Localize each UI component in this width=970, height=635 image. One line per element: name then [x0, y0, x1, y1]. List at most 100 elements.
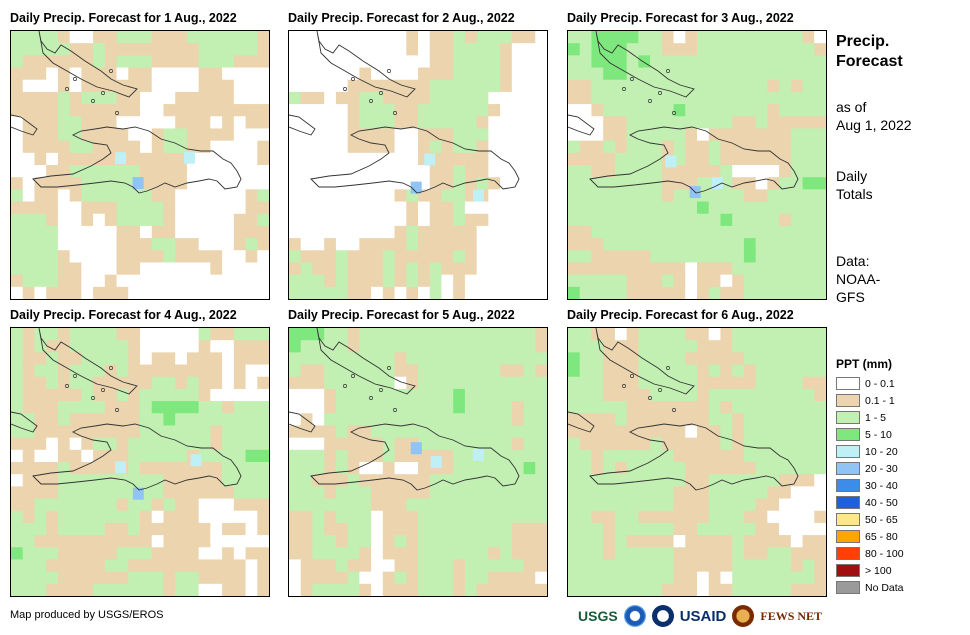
- precip-cell: [603, 425, 616, 439]
- precip-cell: [69, 498, 82, 512]
- precip-cell: [210, 140, 223, 154]
- precip-cell: [720, 583, 733, 596]
- precip-cell: [476, 352, 489, 366]
- precip-cell: [732, 535, 745, 548]
- daily-line1: Daily: [836, 168, 868, 184]
- precip-cell: [382, 535, 396, 548]
- precip-cell: [464, 340, 478, 353]
- precip-cell: [69, 425, 82, 439]
- precip-cell: [257, 352, 269, 366]
- precip-cell: [245, 583, 258, 596]
- precip-cell: [22, 388, 36, 402]
- precip-cell: [790, 250, 804, 264]
- precip-cell: [732, 449, 745, 463]
- precip-cell: [697, 79, 710, 93]
- precip-cell: [394, 474, 407, 487]
- precip-cell: [57, 116, 71, 130]
- precip-cell: [151, 388, 165, 402]
- precip-cell: [257, 583, 269, 596]
- precip-cell: [790, 140, 804, 154]
- precip-cell: [300, 165, 314, 178]
- precip-cell: [790, 474, 804, 487]
- precip-cell: [568, 559, 581, 573]
- precip-cell: [743, 376, 757, 390]
- precip-cell: [394, 274, 407, 288]
- precip-cell: [198, 91, 211, 105]
- precip-cell: [708, 128, 722, 142]
- precip-cell: [222, 177, 235, 190]
- precip-cell: [708, 388, 722, 402]
- precip-cell: [382, 462, 396, 475]
- precip-cell: [755, 413, 768, 427]
- precip-cell: [779, 522, 792, 536]
- precip-cell: [140, 152, 153, 166]
- precip-cell: [300, 177, 314, 190]
- precip-cell: [814, 43, 826, 56]
- precip-cell: [441, 571, 454, 585]
- precip-cell: [382, 201, 396, 215]
- precip-cell: [312, 116, 325, 130]
- precip-cell: [814, 201, 826, 215]
- precip-cell: [488, 165, 501, 178]
- precip-cell: [626, 498, 639, 512]
- precip-cell: [116, 55, 129, 69]
- precip-cell: [406, 535, 419, 548]
- precip-cell: [222, 425, 235, 439]
- precip-cell: [222, 364, 235, 378]
- precip-cell: [359, 262, 372, 276]
- precip-cell: [579, 274, 593, 288]
- precip-cell: [394, 262, 407, 276]
- precip-cell: [697, 413, 710, 427]
- precip-cell: [708, 583, 722, 596]
- precip-cell: [140, 104, 153, 117]
- precip-cell: [163, 177, 176, 190]
- precip-cell: [198, 486, 211, 500]
- precip-cell: [324, 31, 337, 44]
- precip-cell: [116, 128, 129, 142]
- precip-cell: [104, 547, 118, 561]
- precip-cell: [802, 376, 815, 390]
- precip-cell: [743, 401, 757, 414]
- precip-cell: [755, 116, 768, 130]
- precip-cell: [476, 486, 489, 500]
- precip-cell: [347, 352, 360, 366]
- island-outline: [73, 77, 77, 81]
- precip-cell: [418, 55, 431, 69]
- precip-cell: [175, 449, 188, 463]
- precip-cell: [394, 177, 407, 190]
- precip-cell: [802, 262, 815, 276]
- precip-cell: [779, 43, 792, 56]
- precip-cell: [500, 177, 513, 190]
- precip-cell: [93, 104, 106, 117]
- precip-cell: [708, 31, 722, 44]
- precip-cell: [500, 510, 513, 524]
- precip-cell: [93, 201, 106, 215]
- precip-cell: [222, 352, 235, 366]
- precip-cell: [222, 474, 235, 487]
- precip-cell: [661, 571, 675, 585]
- precip-cell: [591, 152, 604, 166]
- precip-cell: [382, 522, 396, 536]
- precip-cell: [591, 213, 604, 227]
- precip-cell: [11, 474, 24, 487]
- precip-cell: [591, 104, 604, 117]
- precip-cell: [568, 498, 581, 512]
- precip-cell: [163, 364, 176, 378]
- precip-cell: [802, 31, 815, 44]
- precip-cell: [708, 364, 722, 378]
- precip-cell: [371, 225, 384, 239]
- precip-cell: [151, 535, 165, 548]
- precip-cell: [488, 376, 501, 390]
- precip-cell: [708, 449, 722, 463]
- legend-item: 65 - 80: [836, 528, 904, 545]
- precip-cell: [638, 413, 651, 427]
- precip-cell: [638, 140, 651, 154]
- precip-cell: [743, 437, 757, 451]
- precip-cell: [523, 55, 536, 69]
- precip-cell: [300, 328, 314, 341]
- precip-cell: [500, 67, 513, 81]
- precip-cell: [511, 31, 525, 44]
- precip-cell: [697, 43, 710, 56]
- precip-cell: [128, 474, 141, 487]
- precip-cell: [289, 67, 302, 81]
